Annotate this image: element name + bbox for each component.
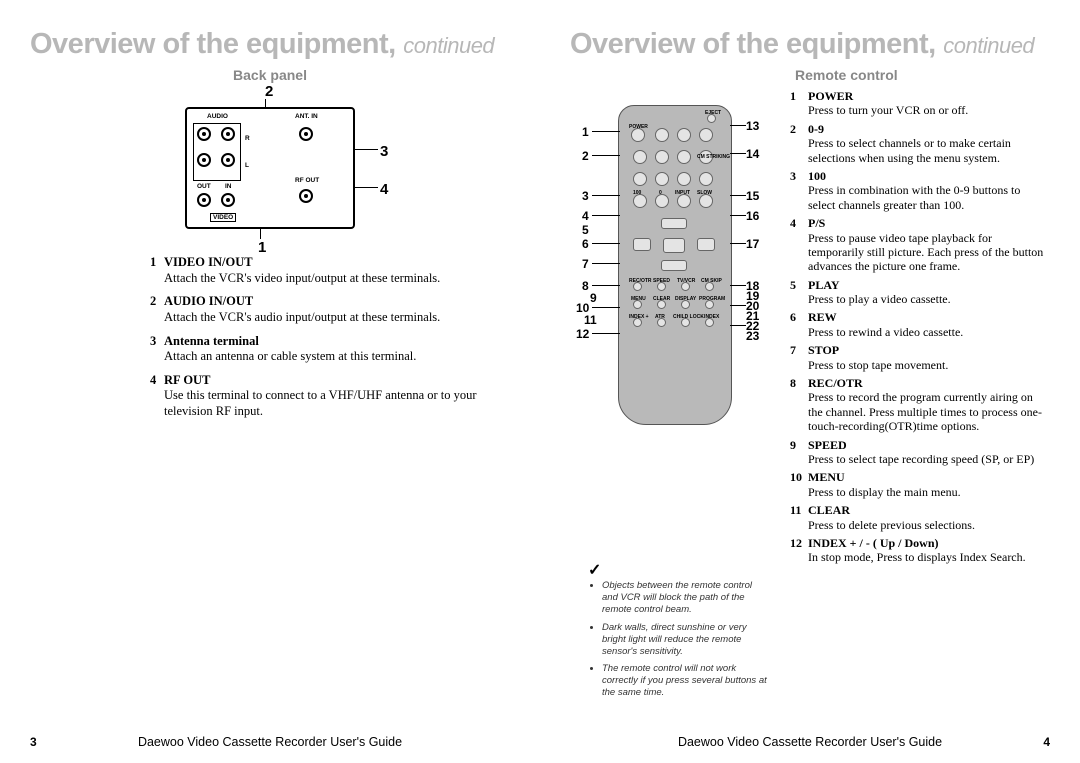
lbl-out: OUT bbox=[197, 183, 211, 190]
lbl-in: IN bbox=[225, 183, 232, 190]
back-panel-box: AUDIO ANT. IN R L OUT IN RF OUT VIDEO bbox=[185, 107, 355, 229]
page-4: Overview of the equipment, continued Rem… bbox=[540, 0, 1080, 763]
page-title-right: Overview of the equipment, continued bbox=[570, 28, 1050, 61]
tip-item: Dark walls, direct sunshine or very brig… bbox=[602, 622, 768, 658]
footer-right: Daewoo Video Cassette Recorder User's Gu… bbox=[540, 735, 1080, 749]
back-panel-diagram: 2 3 4 1 AUDIO ANT. IN R L OUT IN RF OUT … bbox=[140, 89, 400, 229]
desc-item: 4RF OUTUse this terminal to connect to a… bbox=[150, 373, 510, 420]
desc-item: 3Antenna terminalAttach an antenna or ca… bbox=[150, 334, 510, 365]
page-3: Overview of the equipment, continued Bac… bbox=[0, 0, 540, 763]
title-cont-r: continued bbox=[943, 33, 1034, 58]
lbl-antin: ANT. IN bbox=[295, 113, 318, 120]
lbl-rfout: RF OUT bbox=[295, 177, 319, 184]
tip-item: Objects between the remote control and V… bbox=[602, 580, 768, 616]
lbl-r: R bbox=[245, 135, 250, 142]
remote-body: EJECT POWER CM STRIKING bbox=[618, 105, 732, 425]
tips-box: ✓ Objects between the remote control and… bbox=[588, 560, 768, 705]
tip-item: The remote control will not work correct… bbox=[602, 663, 768, 699]
title-cont: continued bbox=[403, 33, 494, 58]
remote-desc-list: 1POWERPress to turn your VCR on or off. … bbox=[790, 89, 1050, 569]
title-main: Overview of the equipment, bbox=[30, 28, 396, 60]
section-remote: Remote control bbox=[795, 67, 1050, 83]
desc-item: 2AUDIO IN/OUTAttach the VCR's audio inpu… bbox=[150, 294, 510, 325]
desc-item: 1VIDEO IN/OUTAttach the VCR's video inpu… bbox=[150, 255, 510, 286]
checkmark-icon: ✓ bbox=[588, 562, 601, 579]
back-panel-desc-list: 1VIDEO IN/OUTAttach the VCR's video inpu… bbox=[150, 255, 510, 428]
bp-num-4: 4 bbox=[380, 181, 388, 198]
page-title-left: Overview of the equipment, continued bbox=[30, 28, 510, 61]
lbl-l: L bbox=[245, 162, 249, 169]
bp-num-3: 3 bbox=[380, 143, 388, 160]
remote-diagram: EJECT POWER CM STRIKING bbox=[570, 89, 780, 569]
bp-num-2: 2 bbox=[265, 83, 273, 100]
section-back-panel: Back panel bbox=[30, 67, 510, 83]
bp-num-1: 1 bbox=[258, 239, 266, 256]
lbl-audio: AUDIO bbox=[207, 113, 228, 120]
footer-left: Daewoo Video Cassette Recorder User's Gu… bbox=[0, 735, 540, 749]
title-main-r: Overview of the equipment, bbox=[570, 28, 936, 60]
lbl-video: VIDEO bbox=[210, 213, 236, 222]
